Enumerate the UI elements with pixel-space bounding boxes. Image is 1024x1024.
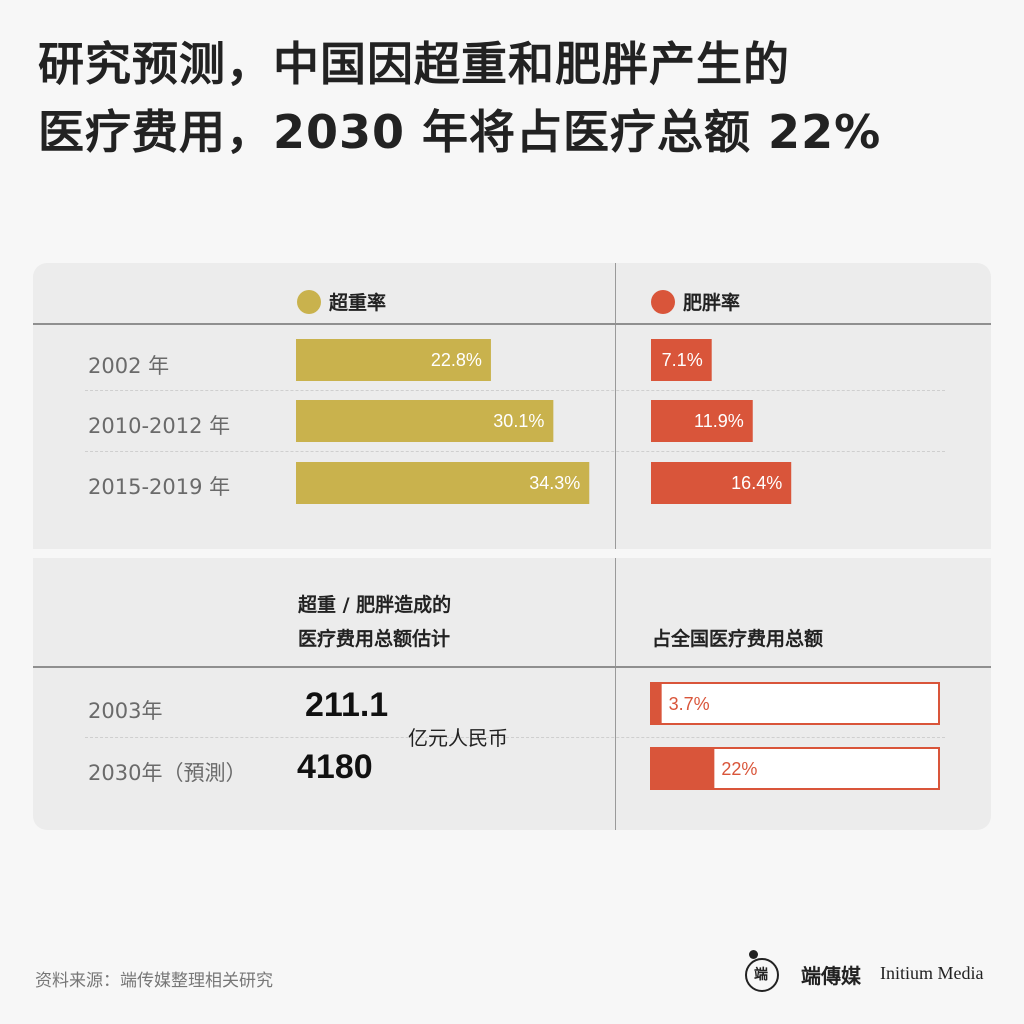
rate-bar — [296, 400, 554, 442]
chart-title: 研究预测，中国因超重和肥胖产生的 医疗费用，2030 年将占医疗总额 22% — [38, 30, 988, 166]
overweight-dot-icon — [297, 289, 321, 314]
column-divider-top — [615, 263, 616, 549]
rate-bar — [296, 339, 491, 381]
cost-header-line-2: 医疗费用总额估计 — [298, 628, 451, 650]
rate-bar-label: 30.1% — [493, 411, 544, 431]
share-fill — [651, 748, 715, 789]
rate-bar — [651, 462, 792, 504]
share-fill — [651, 683, 662, 724]
legend-obesity-label: 肥胖率 — [683, 292, 741, 314]
rate-bar-label: 7.1% — [662, 350, 703, 370]
legend-overweight-label: 超重率 — [329, 292, 387, 314]
title-line-2: 医疗费用，2030 年将占医疗总额 22% — [38, 105, 882, 159]
column-divider-bottom — [615, 558, 616, 830]
title-line-1: 研究预测，中国因超重和肥胖产生的 — [38, 37, 790, 91]
rate-bar-label: 16.4% — [731, 473, 782, 493]
cost-header-line-1: 超重 / 肥胖造成的 — [298, 594, 452, 616]
rate-bar-label: 34.3% — [529, 473, 580, 493]
rate-bar-label: 11.9% — [694, 411, 744, 431]
rate-bar-label: 22.8% — [431, 350, 482, 370]
logo-glyph: 端 — [754, 967, 768, 983]
share-label: 3.7% — [669, 694, 710, 714]
share-track — [650, 682, 940, 725]
legend-overweight: 超重率 — [297, 288, 386, 315]
initium-logo-icon: 端 — [745, 950, 781, 994]
brand-name-cn: 端傳媒 — [801, 964, 861, 988]
row-separator — [85, 451, 945, 452]
rate-bar — [296, 462, 590, 504]
obesity-dot-icon — [651, 289, 675, 314]
legend-obesity: 肥胖率 — [651, 288, 740, 315]
cost-value: 211.1 — [305, 686, 389, 724]
header-rule-top — [33, 323, 991, 325]
cost-unit: 亿元人民币 — [408, 726, 508, 750]
row-separator — [85, 390, 945, 391]
row-label: 2030年（預測） — [88, 761, 247, 785]
rate-bar — [651, 339, 712, 381]
row-label: 2003年 — [88, 699, 163, 723]
cost-value: 4180 — [297, 748, 373, 786]
share-column-header: 占全国医疗费用总额 — [652, 628, 824, 650]
header-rule-bottom — [33, 666, 991, 668]
row-separator — [85, 737, 945, 738]
row-label: 2002 年 — [88, 354, 170, 378]
source-note: 资料来源：端传媒整理相关研究 — [35, 971, 273, 991]
brand-name-en: Initium Media — [880, 963, 984, 983]
rate-bar — [651, 400, 753, 442]
cost-column-header: 超重 / 肥胖造成的 医疗费用总额估计 — [298, 588, 451, 656]
share-label: 22% — [721, 759, 757, 779]
row-label: 2010-2012 年 — [88, 414, 231, 438]
row-label: 2015-2019 年 — [88, 475, 231, 499]
